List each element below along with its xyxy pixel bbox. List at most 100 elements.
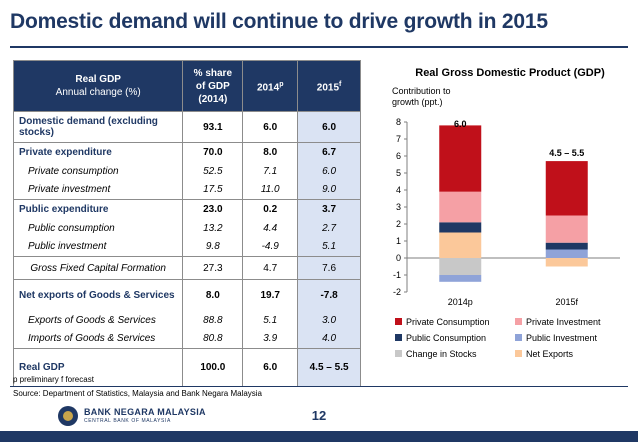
header-label-line1: Real GDP <box>75 74 121 85</box>
row-2014: 4.7 <box>242 256 299 280</box>
legend-item: Private Investment <box>515 317 601 327</box>
legend-swatch <box>515 350 522 358</box>
legend-swatch <box>395 350 402 358</box>
row-2015: 7.6 <box>297 256 361 280</box>
y-tick-label: -1 <box>393 270 401 280</box>
y-tick-label: 3 <box>396 202 401 212</box>
table-row: Public expenditure 23.0 0.2 3.7 <box>12 199 361 219</box>
y-tick-label: 6 <box>396 151 401 161</box>
row-2014: 19.7 <box>242 279 299 311</box>
gdp-table: Real GDP Annual change (%) % share of GD… <box>12 60 361 387</box>
legend-label: Net Exports <box>526 349 574 359</box>
row-2015: 3.0 <box>297 310 361 330</box>
page-title: Domestic demand will continue to drive g… <box>10 10 548 33</box>
legend-label: Private Consumption <box>406 317 490 327</box>
page-number: 12 <box>311 408 327 423</box>
bar-segment <box>545 215 588 243</box>
table-row: Real GDP 100.0 6.0 4.5 – 5.5 <box>12 348 361 387</box>
legend-swatch <box>515 334 522 342</box>
row-2014: 11.0 <box>242 180 299 200</box>
table-row: Private investment 17.5 11.0 9.0 <box>12 180 361 200</box>
row-label: Private investment <box>12 180 184 200</box>
row-share: 100.0 <box>182 348 244 387</box>
bar-segment <box>439 258 482 275</box>
row-label: Exports of Goods & Services <box>12 310 184 330</box>
row-label: Net exports of Goods & Services <box>12 279 184 311</box>
bank-subtitle: CENTRAL BANK OF MALAYSIA <box>84 418 171 424</box>
legend-item: Public Consumption <box>395 333 486 343</box>
total-data-label: 4.5 – 5.5 <box>549 148 584 158</box>
bar-segment <box>439 275 482 282</box>
total-data-label: 6.0 <box>454 119 467 129</box>
legend-label: Public Consumption <box>406 333 487 343</box>
chart-title: Real Gross Domestic Product (GDP) <box>415 67 605 79</box>
row-2015: 4.5 – 5.5 <box>297 348 361 387</box>
row-label: Private consumption <box>12 161 184 181</box>
y-tick-label: 4 <box>396 185 401 195</box>
row-2014: -4.9 <box>242 237 299 257</box>
header-2015-text: 2015 <box>316 82 340 94</box>
y-tick-label: 7 <box>396 134 401 144</box>
row-2015: 6.0 <box>297 161 361 181</box>
bar-segment <box>439 222 482 233</box>
y-tick-label: 1 <box>396 236 401 246</box>
x-category-label: 2015f <box>555 297 578 307</box>
row-label: Public expenditure <box>12 199 184 219</box>
legend-label: Change in Stocks <box>406 349 477 359</box>
row-2015: 4.0 <box>297 329 361 349</box>
bar-segment <box>545 258 588 267</box>
source-note: Source: Department of Statistics, Malays… <box>13 389 263 398</box>
y-tick-label: 8 <box>396 117 401 127</box>
title-rule <box>10 46 628 48</box>
table-row: Domestic demand (excluding stocks) 93.1 … <box>12 111 361 143</box>
y-tick-label: -2 <box>393 287 401 297</box>
table-header-2014: 2014p <box>242 60 299 112</box>
bank-logo-center <box>63 411 73 421</box>
y-tick-label: 5 <box>396 168 401 178</box>
row-label: Domestic demand (excluding stocks) <box>12 111 184 143</box>
row-label: Public investment <box>12 237 184 257</box>
row-share: 13.2 <box>182 218 244 238</box>
row-share: 70.0 <box>182 142 244 162</box>
table-row: Net exports of Goods & Services 8.0 19.7… <box>12 279 361 311</box>
header-label-line2: Annual change (%) <box>55 87 141 98</box>
table-row: Public investment 9.8 -4.9 5.1 <box>12 237 361 257</box>
row-2014: 5.1 <box>242 310 299 330</box>
bar-segment <box>439 232 482 258</box>
footer-bar <box>0 431 638 442</box>
table-row: Private consumption 52.5 7.1 6.0 <box>12 161 361 181</box>
row-share: 23.0 <box>182 199 244 219</box>
bar-segment <box>545 161 588 216</box>
bar-segment <box>439 125 482 192</box>
row-share: 93.1 <box>182 111 244 143</box>
table-row: Gross Fixed Capital Formation 27.3 4.7 7… <box>12 256 361 280</box>
legend-item: Net Exports <box>515 349 573 359</box>
bank-logo-icon <box>58 406 78 426</box>
row-label: Imports of Goods & Services <box>12 329 184 349</box>
row-2015: 2.7 <box>297 218 361 238</box>
y-axis-label: Contribution to <box>392 86 451 96</box>
table-row: Exports of Goods & Services 88.8 5.1 3.0 <box>12 310 361 330</box>
y-axis-label-line2: growth (ppt.) <box>392 97 443 107</box>
footnote: p preliminary f forecast <box>13 375 94 384</box>
legend-swatch <box>515 318 522 326</box>
row-2014: 7.1 <box>242 161 299 181</box>
legend-swatch <box>395 318 402 326</box>
row-2014: 6.0 <box>242 111 299 143</box>
row-2015: 3.7 <box>297 199 361 219</box>
legend-label: Public Investment <box>526 333 598 343</box>
legend-item: Change in Stocks <box>395 349 477 359</box>
legend-item: Public Investment <box>515 333 597 343</box>
row-2015: 6.0 <box>297 111 361 143</box>
bank-name: BANK NEGARA MALAYSIA <box>84 407 206 417</box>
row-share: 88.8 <box>182 310 244 330</box>
legend-item: Private Consumption <box>395 317 490 327</box>
header-2014-sup: p <box>279 80 284 88</box>
row-share: 8.0 <box>182 279 244 311</box>
table-row: Public consumption 13.2 4.4 2.7 <box>12 218 361 238</box>
row-label: Private expenditure <box>12 142 184 162</box>
row-2015: 9.0 <box>297 180 361 200</box>
row-share: 80.8 <box>182 329 244 349</box>
bar-segment <box>545 249 588 258</box>
